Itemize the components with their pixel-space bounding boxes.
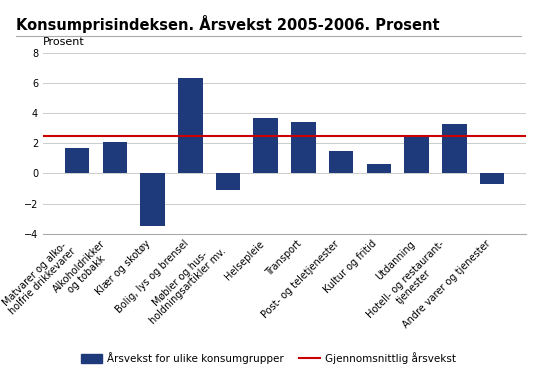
- Bar: [404, 137, 429, 173]
- Bar: [178, 78, 202, 173]
- Bar: [65, 148, 90, 173]
- Bar: [329, 151, 353, 173]
- Bar: [480, 173, 504, 184]
- Bar: [442, 124, 467, 173]
- Bar: [253, 118, 278, 173]
- Text: Konsumprisindeksen. Årsvekst 2005-2006. Prosent: Konsumprisindeksen. Årsvekst 2005-2006. …: [16, 15, 440, 33]
- Legend: Årsvekst for ulike konsumgrupper, Gjennomsnittlig årsvekst: Årsvekst for ulike konsumgrupper, Gjenno…: [77, 348, 460, 368]
- Bar: [367, 164, 391, 173]
- Bar: [291, 122, 316, 173]
- Text: Prosent: Prosent: [43, 37, 85, 47]
- Bar: [103, 142, 127, 173]
- Bar: [140, 173, 165, 226]
- Bar: [216, 173, 240, 190]
